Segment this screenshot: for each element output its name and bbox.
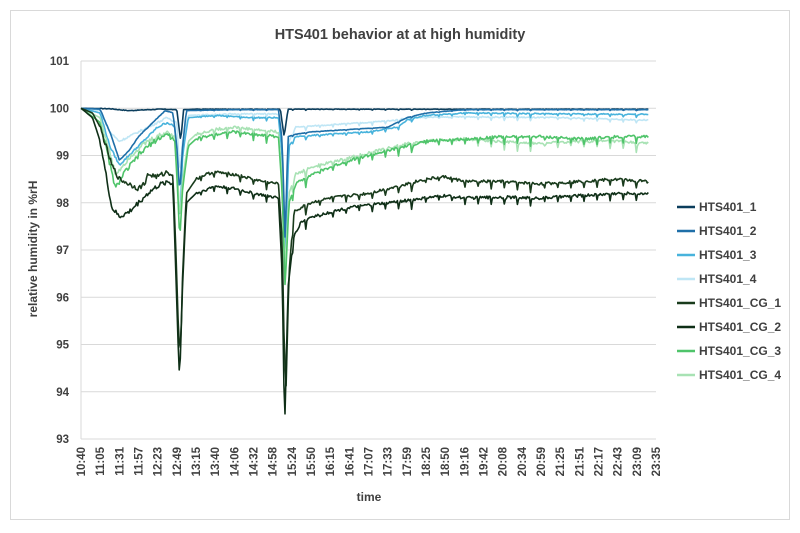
x-tick-label: 17:59: [402, 447, 414, 476]
x-tick-label: 20:34: [517, 446, 529, 476]
y-tick-labels: 93 94 95 96 97 98 99 100 101: [50, 56, 70, 446]
series-lines: [80, 107, 649, 415]
legend-label: HTS401_1: [699, 200, 757, 214]
y-tick-label: 98: [56, 198, 69, 210]
y-tick-label: 99: [56, 151, 69, 163]
y-tick-label: 93: [56, 434, 69, 446]
x-tick-label: 20:08: [498, 446, 510, 476]
y-tick-label: 101: [50, 56, 70, 68]
x-tick-label: 14:06: [229, 447, 241, 476]
legend-label: HTS401_2: [699, 224, 757, 238]
x-tick-label: 11:05: [95, 446, 107, 475]
x-tick-label: 19:16: [459, 447, 471, 476]
x-tick-label: 20:59: [536, 447, 548, 476]
y-tick-label: 94: [56, 387, 69, 399]
x-tick-label: 21:25: [555, 446, 567, 476]
legend-label: HTS401_CG_3: [699, 344, 781, 358]
x-tick-label: 23:09: [632, 447, 644, 476]
x-tick-label: 22:17: [594, 447, 606, 476]
x-tick-label: 10:40: [76, 447, 88, 476]
x-axis-label: time: [357, 490, 382, 504]
x-tick-label: 16:15: [325, 446, 337, 476]
x-tick-label: 19:42: [479, 447, 491, 476]
legend-label: HTS401_CG_1: [699, 296, 781, 310]
y-tick-label: 95: [56, 340, 69, 352]
x-tick-label: 18:25: [421, 446, 433, 476]
x-tick-label: 13:40: [210, 447, 222, 476]
legend: HTS401_1 HTS401_2 HTS401_3 HTS401_4 HTS401_C…: [677, 200, 781, 382]
x-tick-label: 17:07: [364, 447, 376, 476]
series-line-hts401-2: [81, 107, 649, 238]
y-axis-label: relative humidity in %rH: [26, 181, 40, 318]
chart-title: HTS401 behavior at at high humidity: [275, 27, 526, 43]
x-tick-label: 14:58: [268, 446, 280, 476]
legend-label: HTS401_CG_2: [699, 320, 781, 334]
x-tick-label: 15:24: [287, 446, 299, 476]
y-tick-label: 97: [56, 245, 69, 257]
series-line-hts401-cg-2: [80, 107, 649, 415]
legend-label: HTS401_CG_4: [699, 368, 781, 382]
x-tick-label: 12:49: [172, 447, 184, 476]
x-tick-label: 23:35: [651, 446, 663, 476]
x-tick-label: 22:43: [613, 447, 625, 476]
chart-svg: HTS401 behavior at at high humidity 93 94…: [26, 27, 781, 504]
x-tick-label: 18:50: [440, 447, 452, 476]
series-line-hts401-3: [80, 107, 649, 252]
legend-label: HTS401_4: [699, 272, 757, 286]
y-tick-label: 100: [50, 103, 69, 115]
series-line-hts401-4: [80, 107, 649, 229]
x-tick-label: 16:41: [344, 446, 356, 476]
x-tick-label: 11:57: [134, 447, 146, 476]
x-tick-label: 15:50: [306, 447, 318, 476]
legend-label: HTS401_3: [699, 248, 757, 262]
x-tick-label: 11:31: [114, 446, 126, 475]
y-tick-label: 96: [56, 292, 69, 304]
x-tick-label: 21:51: [574, 446, 586, 476]
x-tick-label: 14:32: [249, 447, 261, 476]
chart-frame: HTS401 behavior at at high humidity 93 94…: [10, 10, 790, 520]
x-tick-label: 12:23: [153, 447, 165, 476]
x-tick-label: 13:15: [191, 446, 203, 476]
x-tick-label: 17:33: [383, 447, 395, 476]
x-tick-labels: 10:40 11:05 11:31 11:57 12:23 12:49 13:15 13:40…: [76, 446, 663, 476]
series-line-hts401-cg-3: [80, 107, 649, 286]
